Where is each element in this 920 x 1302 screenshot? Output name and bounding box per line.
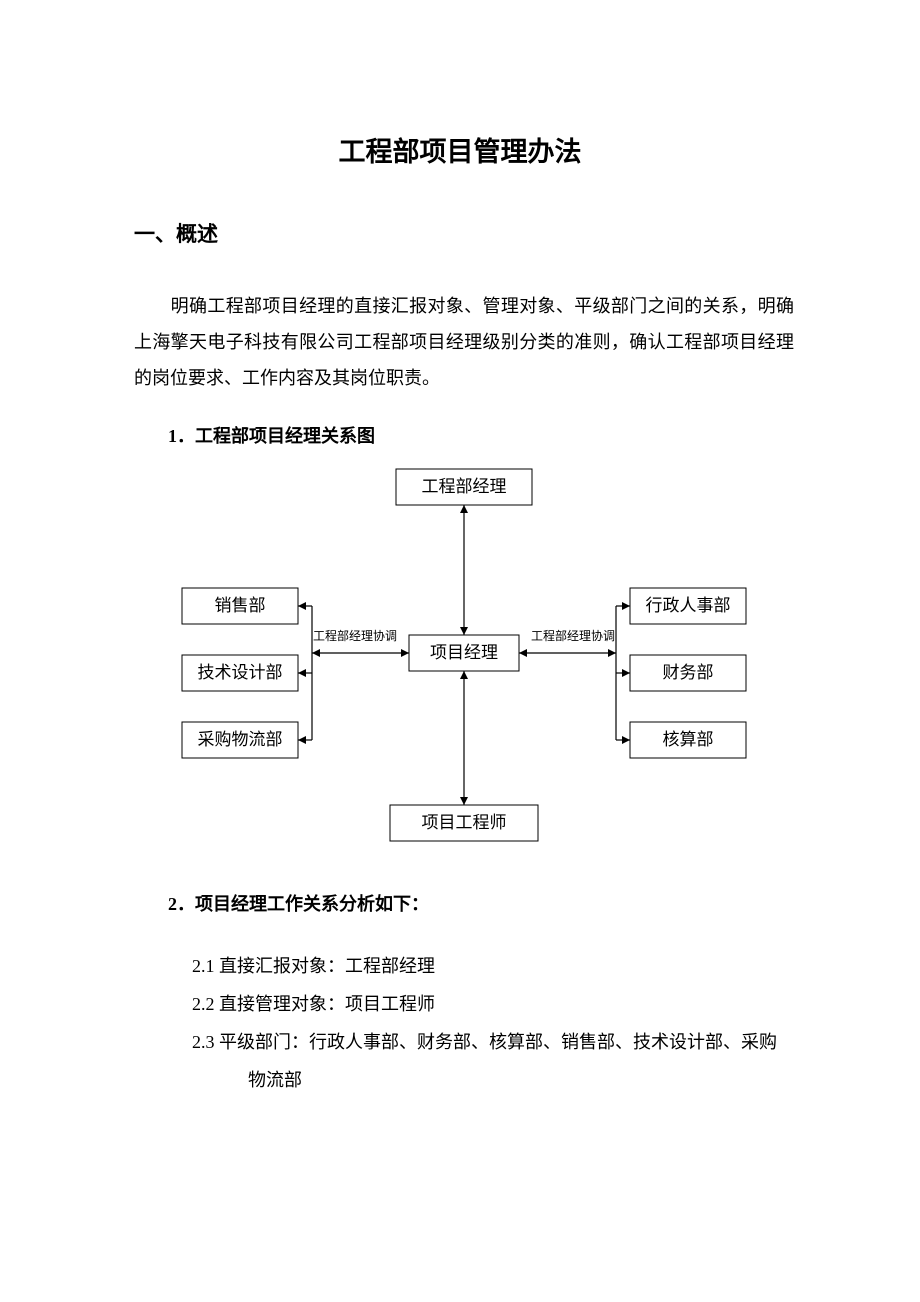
node-label-hr: 行政人事部 [646, 596, 731, 615]
section-1-heading: 一、概述 [134, 218, 218, 248]
analysis-item-1: 2.1 直接汇报对象：工程部经理 [192, 948, 435, 984]
subsection-2-heading: 2．项目经理工作关系分析如下： [168, 890, 429, 916]
analysis-item-4: 物流部 [248, 1062, 302, 1098]
subsection-1-heading: 1．工程部项目经理关系图 [168, 422, 375, 448]
node-label-proj_eng: 项目工程师 [422, 813, 507, 832]
analysis-item-2: 2.2 直接管理对象：项目工程师 [192, 986, 435, 1022]
node-label-tech: 技术设计部 [198, 663, 283, 682]
node-label-proj_mgr: 项目经理 [430, 643, 498, 662]
document-title: 工程部项目管理办法 [0, 130, 920, 169]
document-page: 工程部项目管理办法 一、概述 明确工程部项目经理的直接汇报对象、管理对象、平级部… [0, 0, 920, 1302]
bus-label-right: 工程部经理协调 [531, 628, 615, 643]
node-label-eng_mgr: 工程部经理 [422, 477, 507, 496]
node-label-sales: 销售部 [215, 596, 266, 615]
analysis-item-3: 2.3 平级部门：行政人事部、财务部、核算部、销售部、技术设计部、采购 [192, 1024, 777, 1060]
intro-paragraph: 明确工程部项目经理的直接汇报对象、管理对象、平级部门之间的关系，明确上海擎天电子… [134, 288, 794, 396]
node-label-account: 核算部 [663, 730, 714, 749]
node-label-purchase: 采购物流部 [198, 730, 283, 749]
relationship-diagram: 工程部经理项目经理项目工程师 销售部技术设计部采购物流部 行政人事部财务部核算部 工程… [134, 458, 794, 852]
node-label-finance: 财务部 [663, 663, 714, 682]
bus-label-left: 工程部经理协调 [313, 628, 397, 643]
